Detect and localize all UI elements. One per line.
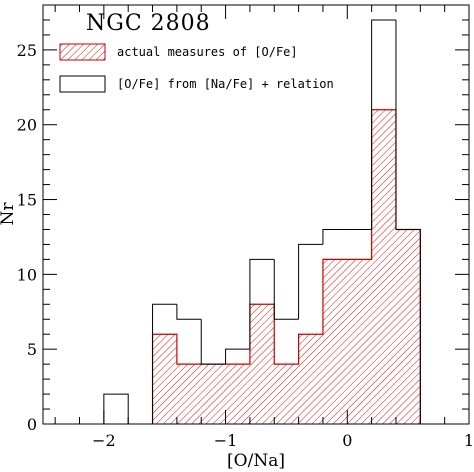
open-bar <box>371 19 396 230</box>
chart-title: NGC 2808 <box>86 11 211 36</box>
y-tick-label: 5 <box>27 340 37 359</box>
x-tick-label: −2 <box>92 431 116 450</box>
legend-label-open: [O/Fe] from [Na/Fe] + relation <box>117 77 334 91</box>
open-bar <box>225 348 250 365</box>
hatched-bar <box>322 259 348 424</box>
hatched-bar <box>152 334 177 424</box>
open-histogram-series <box>103 19 421 424</box>
hatched-bar <box>274 364 299 424</box>
open-bar <box>322 228 348 245</box>
hatched-bar <box>395 229 421 424</box>
y-tick-label: 20 <box>17 116 37 135</box>
open-bar <box>176 304 202 320</box>
y-tick-label: 25 <box>17 41 37 60</box>
y-tick-label: 0 <box>27 415 37 434</box>
y-axis-label: Nr <box>0 202 18 226</box>
hatched-bar <box>201 364 226 424</box>
hatched-bar <box>371 109 396 424</box>
legend-label-hatched: actual measures of [O/Fe] <box>117 45 298 59</box>
legend-swatch-hatched <box>59 43 106 61</box>
y-tick-label: 15 <box>17 191 37 210</box>
x-axis-label: [O/Na] <box>227 451 285 471</box>
x-tick-label: 1 <box>464 431 474 450</box>
hatched-bar <box>225 364 250 424</box>
y-tick-label: 10 <box>17 265 37 284</box>
axis-ticks <box>43 5 470 424</box>
legend: actual measures of [O/Fe] [O/Fe] from [N… <box>59 43 334 93</box>
open-bar <box>249 258 275 350</box>
hatched-series-outline <box>151 109 421 424</box>
open-bar <box>298 243 323 320</box>
x-tick-label: −1 <box>214 431 238 450</box>
legend-swatch-open <box>59 75 106 93</box>
open-bar <box>200 319 226 365</box>
hatched-histogram-series <box>151 109 421 424</box>
open-bar <box>103 393 129 424</box>
open-bar <box>152 303 177 424</box>
hatched-bar <box>176 364 202 424</box>
hatched-bar <box>249 304 275 424</box>
x-tick-label: 0 <box>342 431 352 450</box>
open-bar <box>395 19 421 424</box>
open-bar <box>273 259 299 320</box>
hatched-bar <box>347 259 372 424</box>
hatched-bar <box>298 334 323 424</box>
